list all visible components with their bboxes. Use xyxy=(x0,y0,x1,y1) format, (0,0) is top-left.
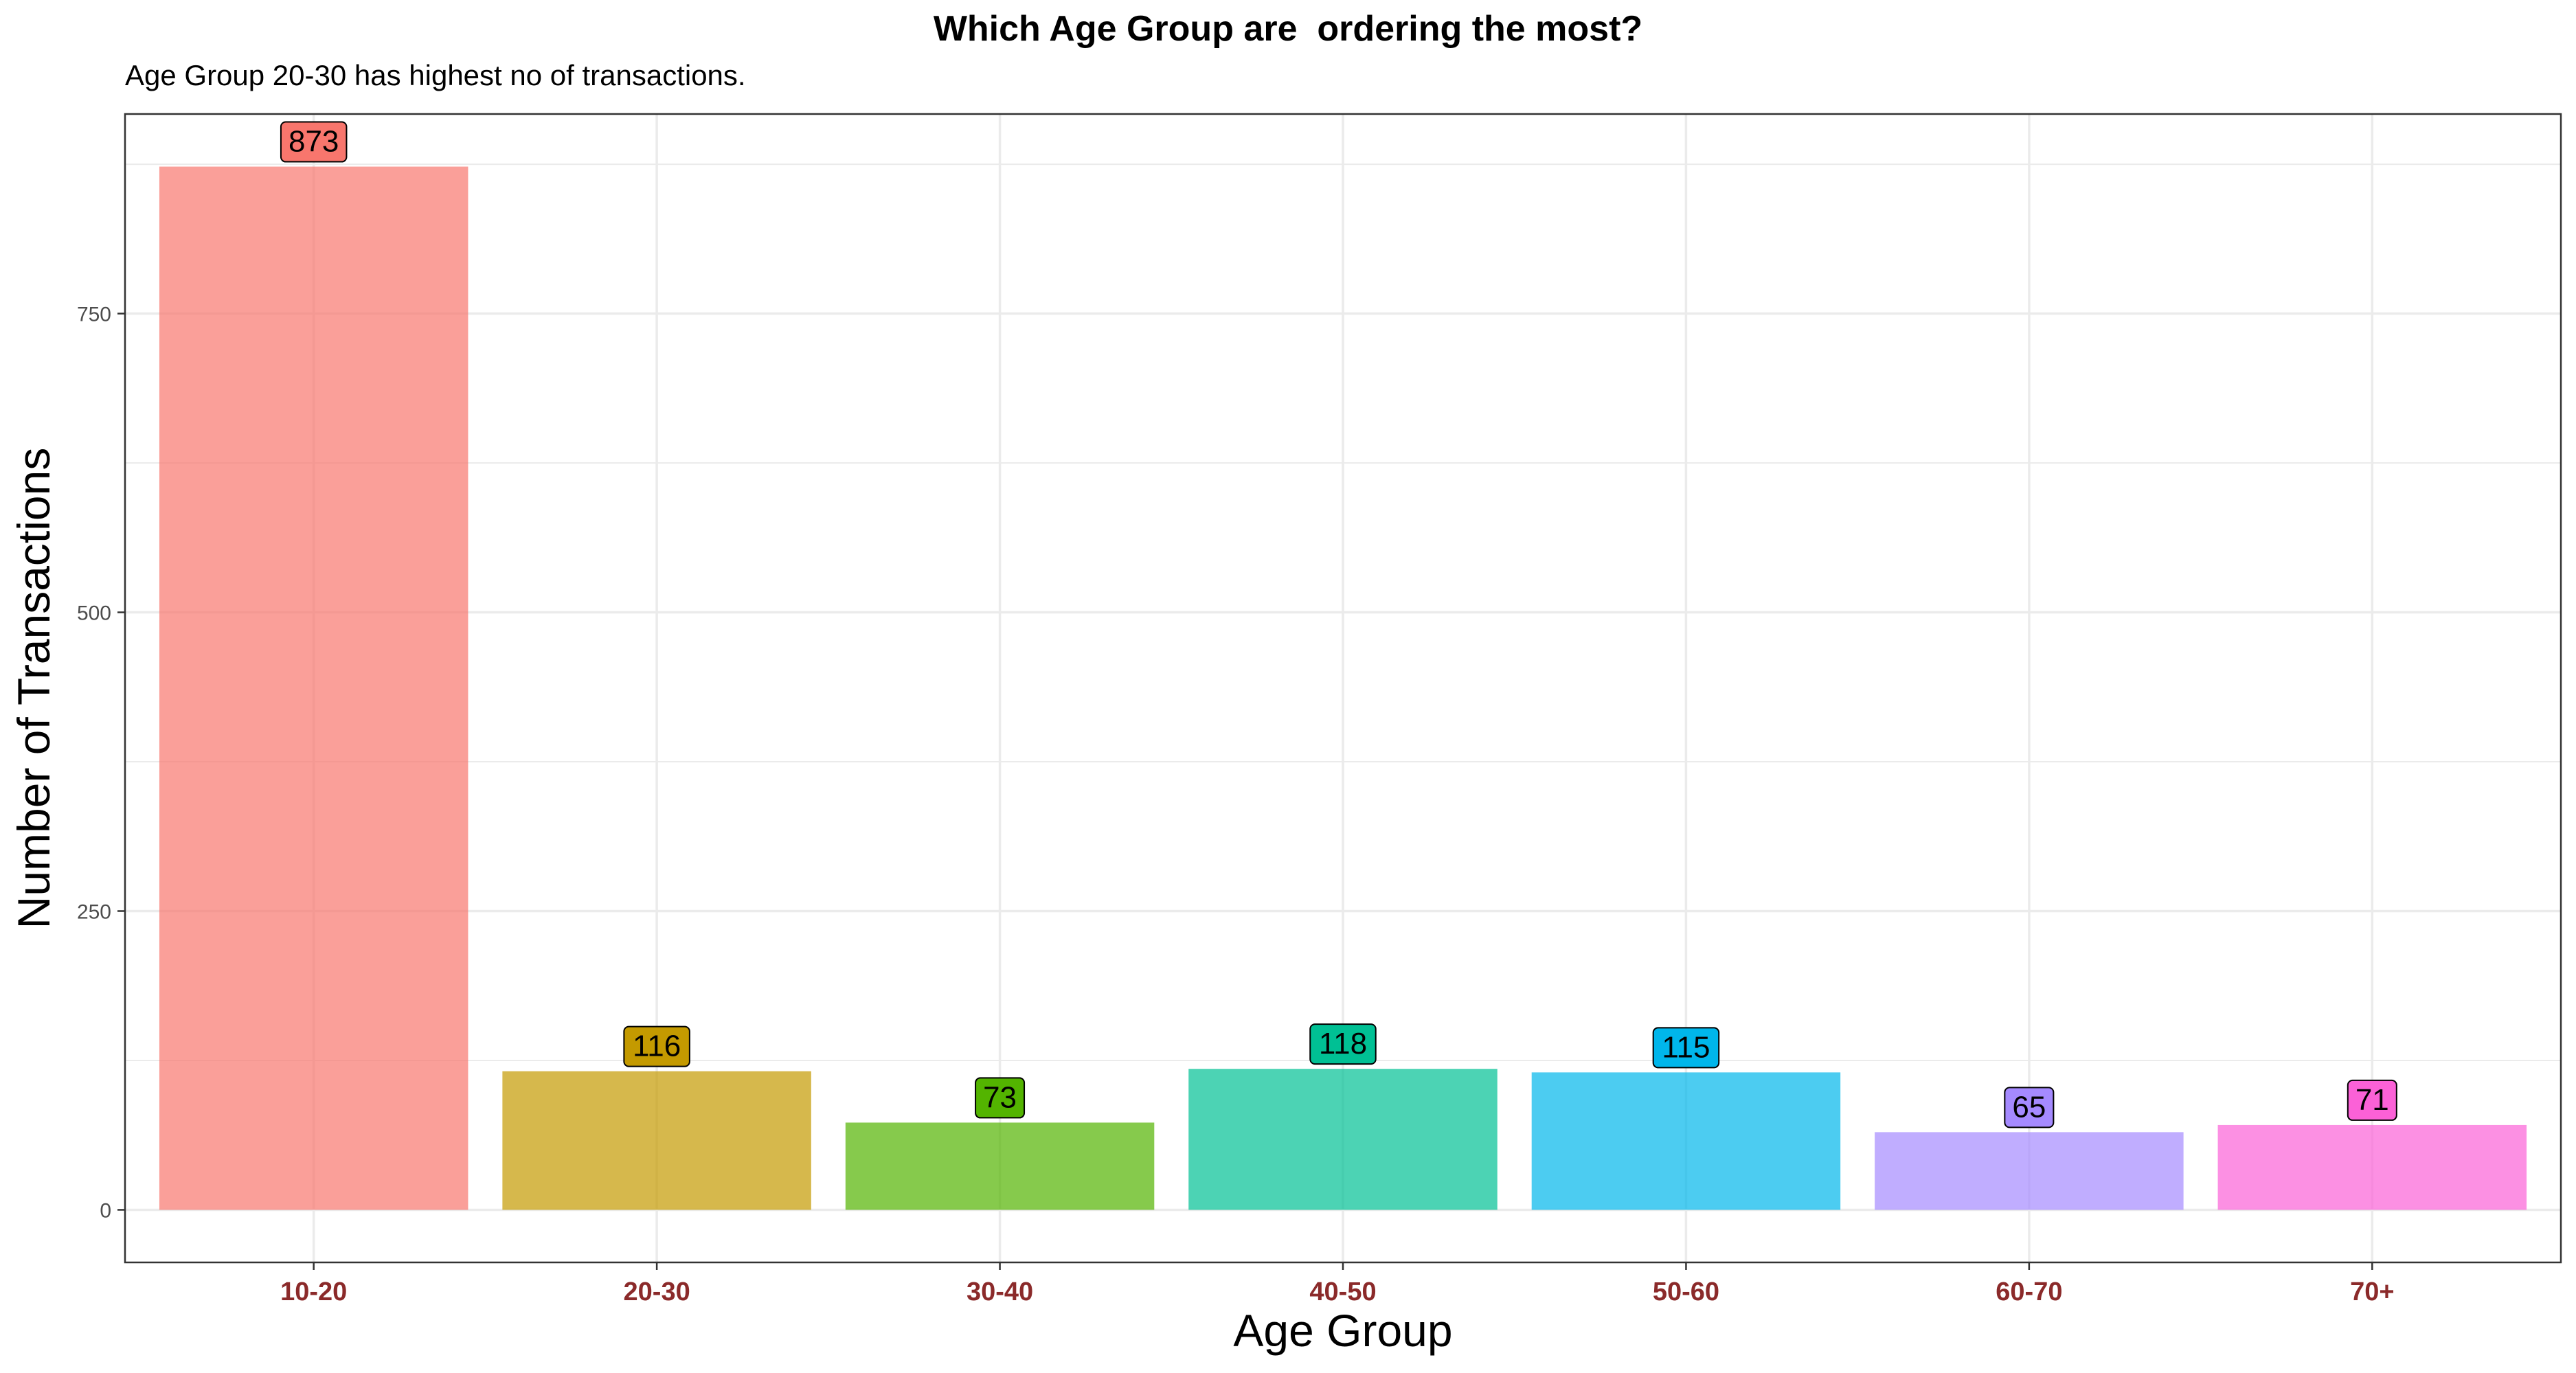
chart-title: Which Age Group are ordering the most? xyxy=(933,9,1643,49)
data-label-text: 71 xyxy=(2355,1083,2389,1117)
x-tick-label: 40-50 xyxy=(1309,1278,1376,1306)
data-label-box xyxy=(280,121,348,163)
data-label: 115 xyxy=(1652,1027,1720,1069)
x-tick-label: 50-60 xyxy=(1653,1278,1719,1306)
x-axis: 10-20 20-30 30-40 40-50 50-60 60-70 70+ xyxy=(280,1262,2395,1306)
data-labels: 873 116 73 118 115 65 71 xyxy=(280,121,2397,1128)
data-label-text: 73 xyxy=(983,1080,1017,1114)
data-label-box xyxy=(2347,1079,2397,1121)
bar-30-40 xyxy=(845,1122,1155,1210)
y-axis: 0 250 500 750 xyxy=(77,304,125,1222)
y-tick-label: 0 xyxy=(100,1199,111,1222)
chart-subtitle: Age Group 20-30 has highest no of transa… xyxy=(125,59,746,91)
data-label-box xyxy=(1309,1023,1377,1065)
data-label-text: 873 xyxy=(289,125,339,159)
y-tick-label: 750 xyxy=(77,304,111,326)
y-tick-label: 250 xyxy=(77,900,111,923)
data-label: 73 xyxy=(975,1077,1026,1119)
data-label: 116 xyxy=(623,1025,690,1067)
data-label: 71 xyxy=(2347,1079,2397,1121)
data-label: 65 xyxy=(2004,1087,2055,1128)
bars xyxy=(159,166,2527,1210)
x-tick-label: 70+ xyxy=(2350,1278,2394,1306)
data-label-text: 115 xyxy=(1662,1030,1710,1064)
data-label-box xyxy=(1652,1027,1720,1069)
data-label: 118 xyxy=(1309,1023,1377,1065)
x-tick-label: 60-70 xyxy=(1996,1278,2062,1306)
y-axis-title: Number of Transactions xyxy=(8,448,59,929)
data-label-text: 118 xyxy=(1319,1027,1367,1060)
bar-20-30 xyxy=(502,1071,811,1210)
x-tick-label: 30-40 xyxy=(967,1278,1033,1306)
data-label-box xyxy=(623,1025,690,1067)
data-label-text: 65 xyxy=(2012,1090,2046,1124)
x-axis-title: Age Group xyxy=(1233,1305,1452,1356)
bar-10-20 xyxy=(159,166,468,1210)
y-tick-label: 500 xyxy=(77,602,111,625)
bar-60-70 xyxy=(1875,1132,2184,1210)
bar-70+ xyxy=(2217,1124,2527,1210)
bar-40-50 xyxy=(1188,1069,1498,1210)
data-label-text: 116 xyxy=(633,1030,681,1063)
bar-50-60 xyxy=(1531,1072,1841,1210)
data-label-box xyxy=(2004,1087,2055,1128)
x-tick-label: 20-30 xyxy=(624,1278,690,1306)
x-tick-label: 10-20 xyxy=(280,1278,347,1306)
data-label: 873 xyxy=(280,121,348,163)
data-label-box xyxy=(975,1077,1026,1119)
